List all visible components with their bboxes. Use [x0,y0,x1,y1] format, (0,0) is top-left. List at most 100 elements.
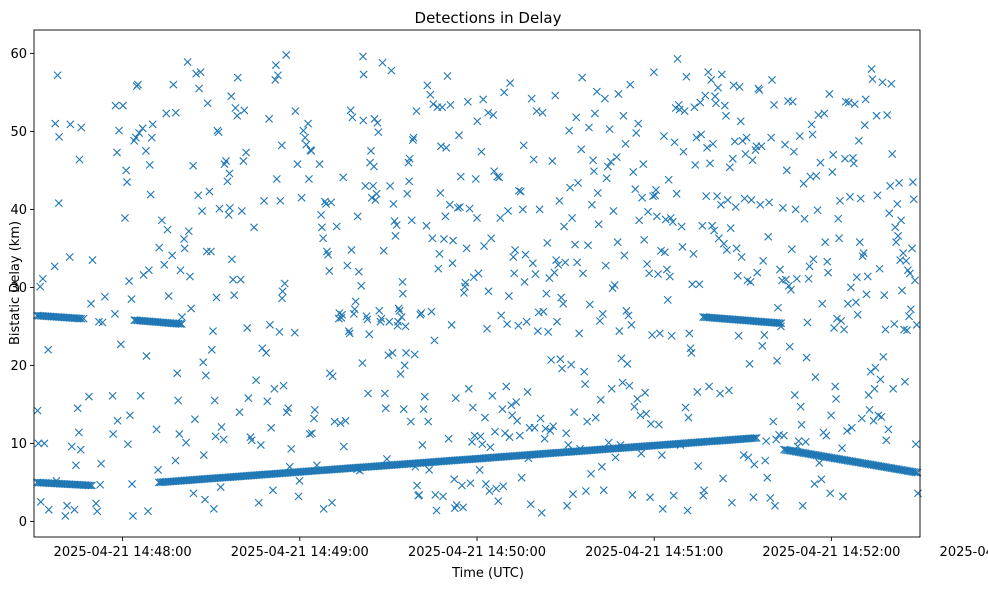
detection-marker [813,206,822,215]
detection-marker [469,273,478,282]
detection-marker [612,153,621,162]
detection-marker [731,203,740,212]
detection-marker [890,320,899,329]
detection-marker [892,238,901,247]
detection-marker [443,72,452,81]
detection-marker [814,111,823,120]
detection-marker [388,348,397,357]
detection-marker [677,222,686,231]
detection-marker [355,466,364,475]
detection-marker [409,133,418,142]
detection-marker [192,69,201,78]
detection-marker [297,193,306,202]
detection-marker [373,118,382,127]
detection-marker [36,497,45,506]
detection-marker [144,266,153,275]
detection-marker [225,203,234,212]
detection-marker [755,86,764,95]
detection-marker [560,222,569,231]
detection-marker [160,260,169,269]
detection-marker [798,501,807,510]
detection-marker [164,291,173,300]
detection-marker [584,241,593,250]
detection-marker [678,242,687,251]
detection-marker [394,317,403,326]
detection-marker [854,136,863,145]
detection-marker [302,140,311,149]
detection-marker [850,100,859,109]
detection-marker [403,189,412,198]
detection-marker [479,95,488,104]
detection-marker [518,205,527,214]
detection-marker [708,139,717,148]
detection-marker [886,182,895,190]
detection-marker [376,317,385,326]
detection-marker [284,404,293,413]
detection-marker [670,138,679,147]
detection-marker [800,214,809,223]
detection-marker [623,359,632,368]
detection-marker [619,111,628,120]
detection-marker [175,430,184,439]
detection-marker [807,120,816,129]
detection-marker [291,107,300,116]
detection-marker [180,244,189,253]
detection-marker [86,481,95,490]
detection-marker [611,453,620,462]
detection-marker [909,195,918,204]
detection-marker [552,256,561,265]
detection-marker [209,504,218,513]
detection-marker [837,316,846,325]
detection-marker [742,133,751,142]
detection-marker [541,424,550,433]
detection-marker [357,281,366,290]
detection-marker [649,68,658,77]
detection-marker [465,204,474,213]
detection-marker [319,234,328,243]
detection-marker [835,234,844,243]
detection-marker [870,384,879,393]
detection-marker [666,213,675,222]
detection-marker [773,356,782,365]
detection-marker [430,336,439,345]
detection-marker [852,273,861,282]
detection-marker [386,182,395,190]
detection-marker [679,147,688,156]
detection-marker [169,80,178,89]
detection-marker [358,359,367,368]
detection-marker [295,476,304,485]
detection-marker [570,408,579,417]
x-tick-label: 2025-04-21 14:48:00 [54,545,192,560]
detection-marker [38,274,47,283]
detection-marker [227,255,236,264]
detection-marker [205,187,214,196]
detection-marker [792,274,801,283]
detection-marker [481,479,490,488]
detection-marker [708,221,717,230]
detection-marker [701,91,710,100]
detection-marker [233,111,242,120]
detection-marker [514,321,523,330]
detection-marker [788,97,797,106]
detection-marker [524,454,533,463]
detection-marker [643,260,652,268]
detection-marker [339,173,348,182]
y-tick-label: 40 [10,203,27,218]
detection-marker [199,358,208,367]
detection-marker [532,107,541,116]
detection-marker [279,381,288,390]
detection-marker [252,376,261,385]
detection-marker [487,234,496,243]
detection-marker [761,456,770,465]
detection-marker [559,299,568,308]
detection-marker [587,469,595,478]
detection-marker [256,440,265,449]
detection-marker [728,154,737,163]
detection-marker [749,434,758,443]
detection-marker [348,113,357,122]
detection-marker [577,145,586,154]
detection-marker [767,133,776,142]
detection-marker [817,475,826,484]
detection-marker [273,71,282,80]
